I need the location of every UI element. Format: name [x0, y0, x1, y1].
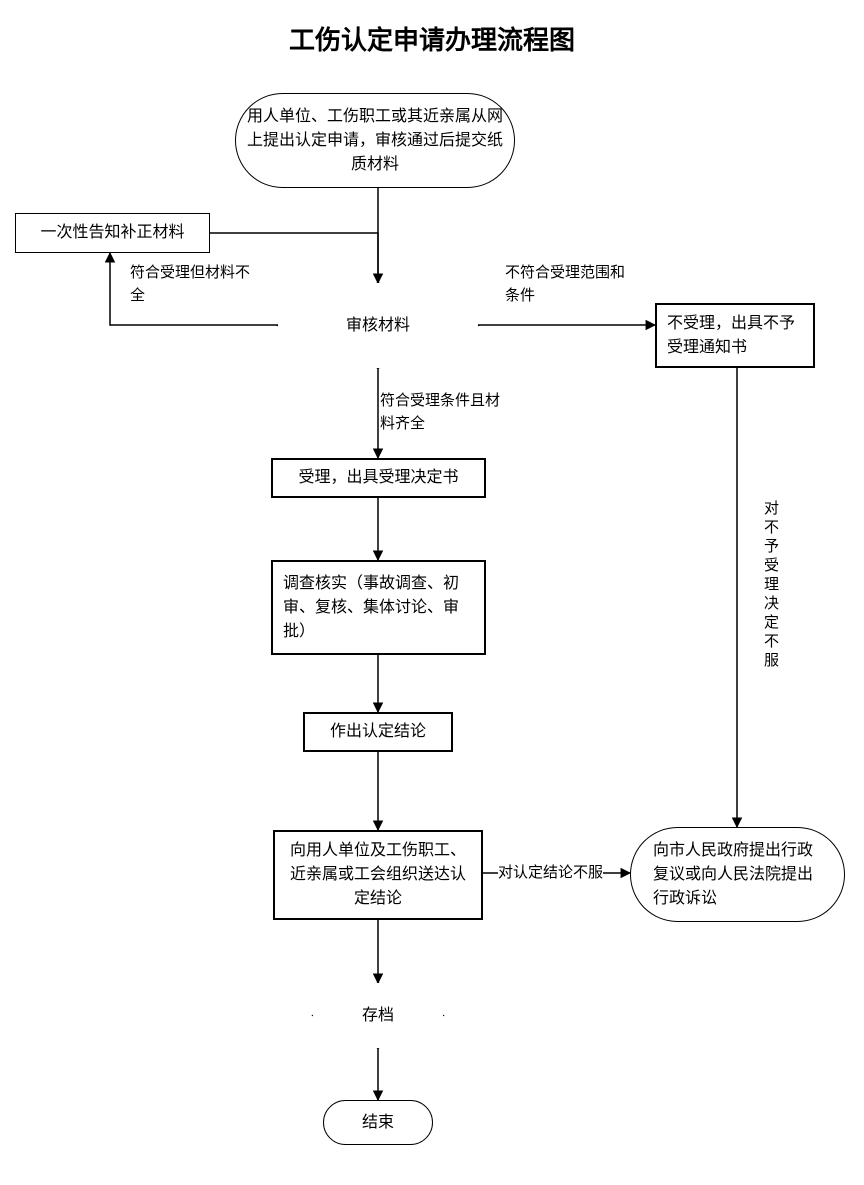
chart-title: 工伤认定申请办理流程图 — [0, 20, 864, 57]
node-end: 结束 — [323, 1100, 433, 1145]
flowchart-canvas: 工伤认定申请办理流程图 用人单位、工伤职工或其近亲属从网上提出认定申请，审核通过… — [0, 0, 864, 1185]
node-reject: 不受理，出具不予受理通知书 — [655, 303, 815, 368]
node-appeal: 向市人民政府提出行政复议或向人民法院提出行政诉讼 — [630, 827, 845, 922]
label-qualified: 符合受理条件且材料齐全 — [380, 390, 500, 435]
node-conclude: 作出认定结论 — [303, 712, 453, 752]
node-accept: 受理，出具受理决定书 — [271, 458, 486, 498]
node-notice: 一次性告知补正材料 — [15, 213, 210, 253]
label-notqualify: 不符合受理范围和条件 — [505, 262, 625, 307]
label-disagree1: 对认定结论不服 — [498, 862, 603, 885]
label-incomplete: 符合受理但材料不全 — [130, 262, 250, 307]
node-review: 审核材料 — [278, 283, 478, 368]
node-archive: 存档 — [313, 983, 443, 1048]
node-deliver: 向用人单位及工伤职工、近亲属或工会组织送达认定结论 — [273, 830, 483, 920]
node-start: 用人单位、工伤职工或其近亲属从网上提出认定申请，审核通过后提交纸质材料 — [235, 93, 515, 188]
label-disagree2: 对不予受理决定不服 — [760, 500, 781, 671]
node-investigate: 调查核实（事故调查、初审、复核、集体讨论、审批） — [271, 560, 486, 655]
